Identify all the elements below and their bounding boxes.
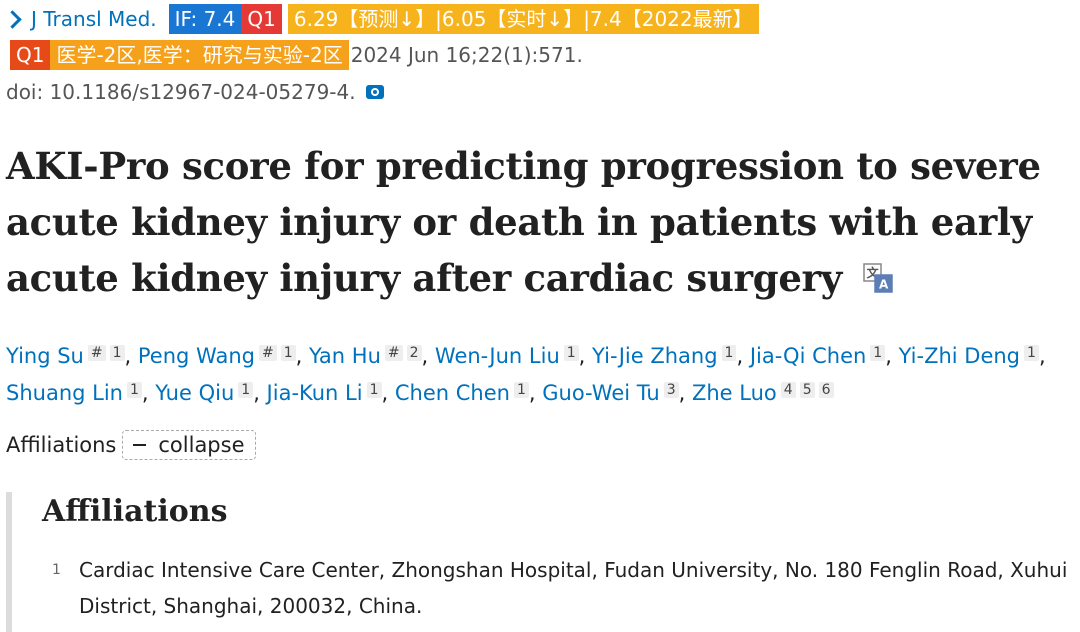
affiliation-ref[interactable]: 2 <box>406 345 422 361</box>
classification-line: Q1 医学-2区,医学：研究与实验-2区 2024 Jun 16;22(1):5… <box>10 40 583 70</box>
affiliation-ref[interactable]: 1 <box>366 382 382 398</box>
affiliation-ref[interactable]: 4 <box>780 382 796 398</box>
author-link[interactable]: Peng Wang <box>137 344 255 368</box>
affiliation-ref[interactable]: 1 <box>280 345 296 361</box>
affiliation-ref[interactable]: 3 <box>663 382 679 398</box>
cas-category-badge: 医学-2区,医学：研究与实验-2区 <box>50 40 349 70</box>
collapse-button-label: collapse <box>158 433 245 457</box>
affiliations-panel: Affiliations 1 Cardiac Intensive Care Ce… <box>6 492 1080 632</box>
article-title: AKI-Pro score for predicting progression… <box>6 138 1076 306</box>
affiliation-ref[interactable]: 1 <box>109 345 125 361</box>
affiliation-ref[interactable]: 1 <box>563 345 579 361</box>
affiliations-toggle-row: Affiliations collapse <box>6 430 256 460</box>
author-link[interactable]: Yi-Jie Zhang <box>592 344 718 368</box>
svg-text:A: A <box>879 277 889 291</box>
author-link[interactable]: Ying Su <box>6 344 84 368</box>
minus-icon <box>133 444 147 446</box>
collapse-button[interactable]: collapse <box>122 430 256 460</box>
author-link[interactable]: Chen Chen <box>394 381 510 405</box>
affiliation-ref[interactable]: 6 <box>818 382 834 398</box>
citation: 2024 Jun 16;22(1):571. <box>350 43 583 67</box>
affiliations-heading: Affiliations <box>42 494 228 529</box>
author-link[interactable]: Yi-Zhi Deng <box>898 344 1021 368</box>
doi: doi: 10.1186/s12967-024-05279-4. <box>6 80 356 104</box>
article-title-text: AKI-Pro score for predicting progression… <box>6 144 1041 300</box>
equal-contribution-mark: # <box>87 345 106 361</box>
author-link[interactable]: Guo-Wei Tu <box>542 381 660 405</box>
affiliation-ref[interactable]: 1 <box>870 345 886 361</box>
author-link[interactable]: Yue Qiu <box>155 381 235 405</box>
affiliation-ref[interactable]: 1 <box>721 345 737 361</box>
translate-icon[interactable]: 文 A <box>862 262 893 293</box>
author-link[interactable]: Yan Hu <box>309 344 381 368</box>
author-link[interactable]: Shuang Lin <box>6 381 123 405</box>
quartile-badge: Q1 <box>241 4 282 34</box>
equal-contribution-mark: # <box>258 345 277 361</box>
affiliation-number: 1 <box>52 562 61 578</box>
camera-icon[interactable] <box>365 85 384 99</box>
journal-link[interactable]: J Transl Med. <box>3 7 157 31</box>
chevron-right-icon <box>3 9 22 29</box>
journal-line: J Transl Med. IF: 7.4 Q1 6.29【预测↓】|6.05【… <box>3 4 759 34</box>
impact-factor-badge: IF: 7.4 <box>168 4 242 34</box>
affiliation-text: Cardiac Intensive Care Center, Zhongshan… <box>79 558 1068 618</box>
author-list: Ying Su #1, Peng Wang #1, Yan Hu #2, Wen-Ju… <box>6 344 1046 405</box>
author-link[interactable]: Jia-Kun Li <box>266 381 363 405</box>
affiliation-ref[interactable]: 1 <box>126 382 142 398</box>
affiliation-ref[interactable]: 5 <box>799 382 815 398</box>
affiliations-label: Affiliations <box>6 433 117 457</box>
author-link[interactable]: Zhe Luo <box>691 381 777 405</box>
affiliation-ref[interactable]: 1 <box>1024 345 1039 361</box>
journal-name[interactable]: J Transl Med. <box>31 7 157 31</box>
equal-contribution-mark: # <box>384 345 403 361</box>
doi-line: doi: 10.1186/s12967-024-05279-4. <box>6 80 384 104</box>
author-link[interactable]: Wen-Jun Liu <box>434 344 560 368</box>
prediction-badge[interactable]: 6.29【预测↓】|6.05【实时↓】|7.4【2022最新】 <box>287 4 759 34</box>
affiliation-ref[interactable]: 1 <box>238 382 254 398</box>
author-link[interactable]: Jia-Qi Chen <box>749 344 867 368</box>
affiliation-ref[interactable]: 1 <box>513 382 529 398</box>
quartile-badge-2: Q1 <box>10 40 51 70</box>
affiliation-item: 1 Cardiac Intensive Care Center, Zhongsh… <box>52 552 1080 624</box>
